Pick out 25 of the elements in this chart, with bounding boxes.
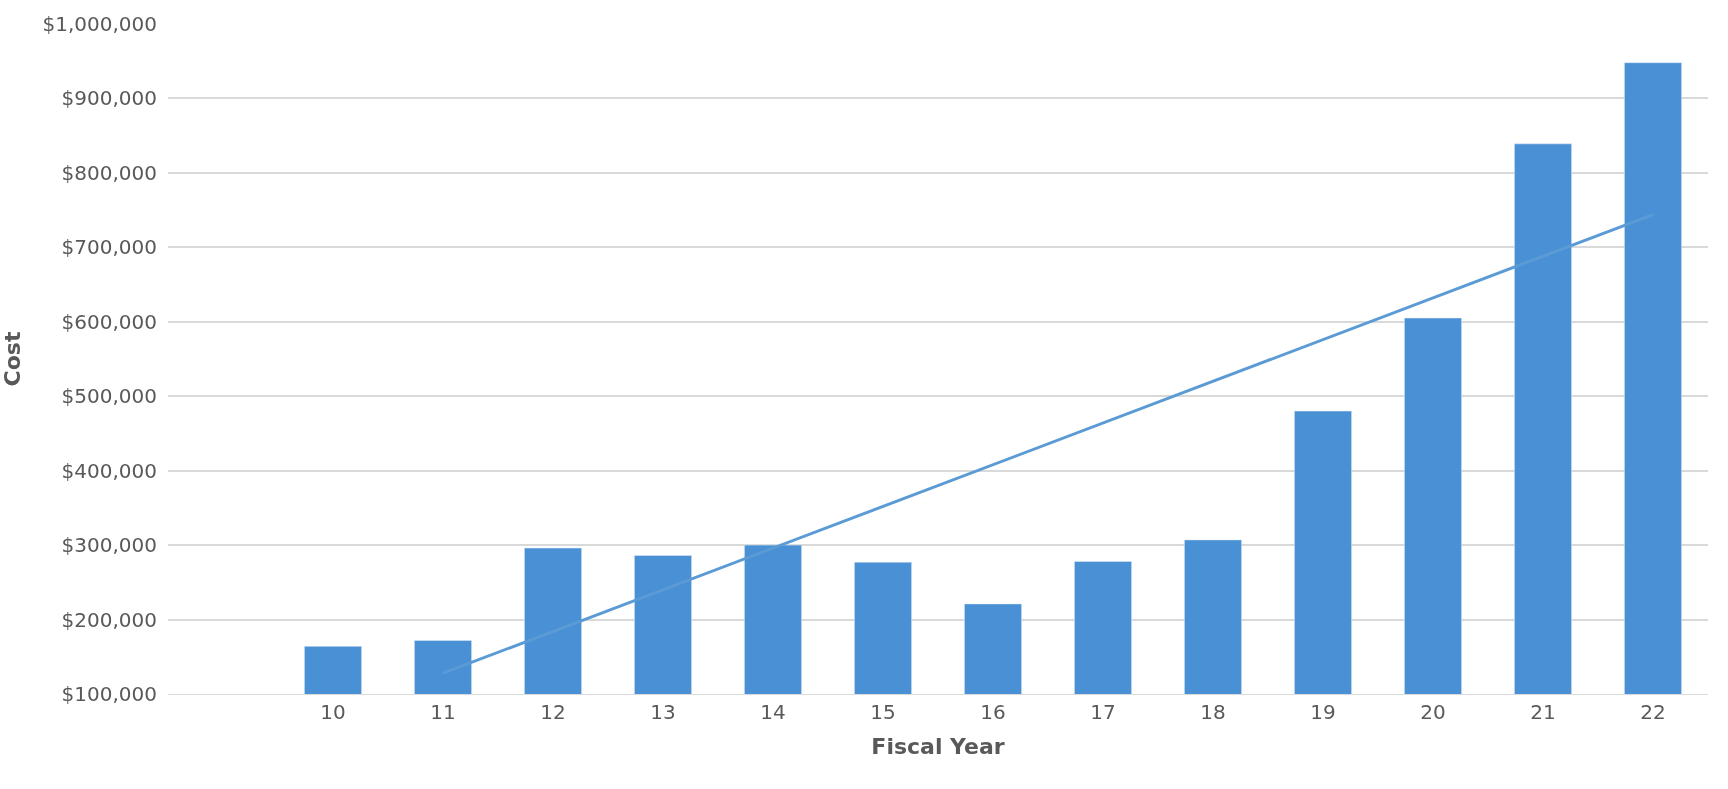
y-tick-label: $700,000: [61, 235, 157, 260]
x-tick-label: 21: [1530, 700, 1556, 724]
y-tick-label: $1,000,000: [42, 12, 157, 36]
x-tick-label: 15: [870, 700, 896, 724]
y-tick-label: $400,000: [61, 458, 157, 483]
x-tick-label: 13: [650, 700, 676, 724]
y-tick-label: $600,000: [61, 309, 157, 334]
x-tick-label: 18: [1200, 700, 1226, 724]
y-tick-label: $100,000: [61, 682, 157, 706]
y-axis-title: Cost: [0, 331, 26, 387]
y-tick-label: $300,000: [61, 533, 157, 558]
y-tick-label: $200,000: [61, 607, 157, 632]
y-tick-label: $500,000: [61, 384, 157, 409]
y-tick-label: $900,000: [61, 86, 157, 111]
x-tick-label: 16: [980, 700, 1006, 724]
x-tick-label: 11: [430, 700, 456, 724]
x-tick-label: 20: [1420, 700, 1446, 724]
x-axis-title: Fiscal Year: [871, 733, 1005, 759]
y-tick-label: $800,000: [61, 160, 157, 185]
x-tick-label: 10: [320, 700, 346, 724]
x-tick-label: 14: [760, 700, 786, 724]
x-tick-label: 12: [540, 700, 566, 724]
x-tick-label: 17: [1090, 700, 1116, 724]
x-tick-label: 19: [1310, 700, 1336, 724]
x-tick-label: 22: [1640, 700, 1666, 724]
